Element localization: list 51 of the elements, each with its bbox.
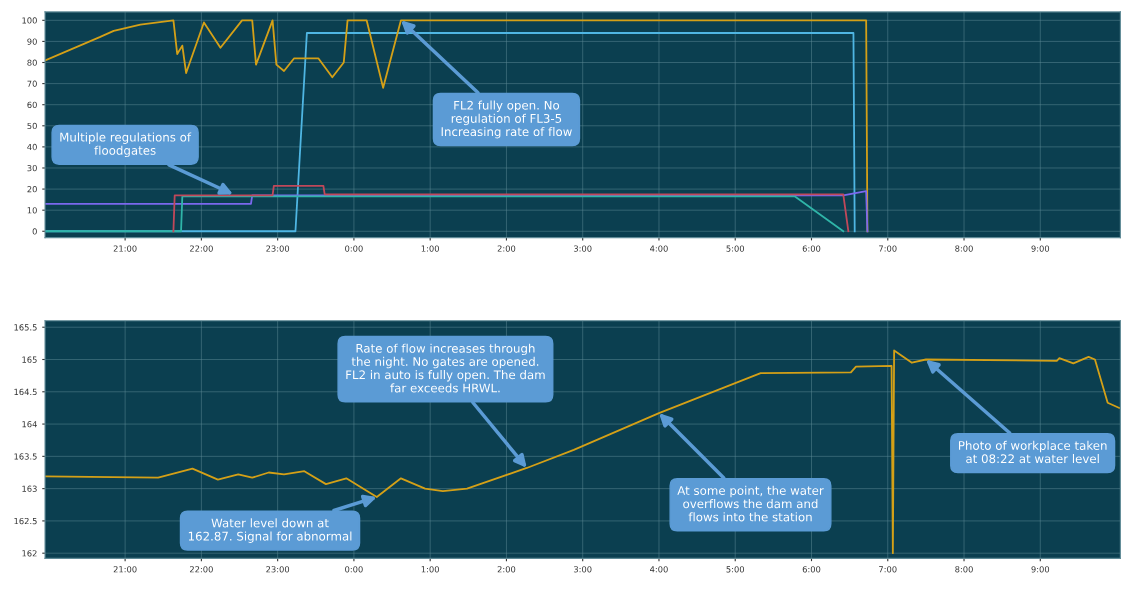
- annotation: Rate of flow increases through the night. No gates are opened. FL2 in auto is fully open. The dam far exceeds HRWL.: [346, 343, 545, 393]
- annotation: Water level down at 162.87. Signal for abnormal: [188, 518, 352, 543]
- y-tick-label: 0: [32, 228, 37, 235]
- x-tick-label: 3:00: [573, 566, 592, 573]
- annotation: FL2 fully open. No regulation of FL3-5 Increasing rate of flow: [441, 100, 572, 139]
- y-tick-label: 164: [22, 421, 37, 428]
- x-tick-label: 4:00: [650, 566, 668, 573]
- y-tick-label: 162.5: [14, 517, 37, 525]
- y-tick-label: 90: [27, 38, 37, 45]
- x-tick-label: 5:00: [726, 245, 745, 252]
- x-tick-label: 7:00: [879, 566, 897, 573]
- x-tick-label: 6:00: [802, 245, 821, 252]
- x-tick-label: 3:00: [573, 245, 592, 252]
- x-tick-label: 5:00: [726, 566, 745, 573]
- x-tick-label: 22:00: [189, 245, 213, 252]
- y-tick-label: 40: [27, 143, 37, 151]
- x-tick-label: 23:00: [266, 245, 290, 252]
- x-tick-label: 1:00: [421, 245, 439, 252]
- x-tick-label: 21:00: [113, 245, 137, 252]
- x-tick-label: 22:00: [189, 566, 213, 573]
- annotation: At some point, the water overflows the dam and flows into the station: [677, 485, 824, 522]
- x-tick-label: 2:00: [497, 245, 516, 252]
- y-tick-label: 20: [27, 186, 37, 193]
- y-tick-label: 163: [22, 485, 37, 492]
- y-tick-label: 50: [27, 122, 37, 130]
- x-tick-label: 2:00: [497, 566, 516, 573]
- x-tick-label: 9:00: [1031, 566, 1050, 573]
- y-tick-label: 165: [22, 356, 37, 363]
- x-tick-label: 6:00: [802, 566, 821, 573]
- y-tick-label: 80: [27, 59, 37, 66]
- x-tick-label: 8:00: [955, 245, 973, 252]
- annotation: Multiple regulations of floodgates: [60, 132, 192, 158]
- x-tick-label: 4:00: [650, 245, 668, 252]
- y-tick-label: 10: [27, 207, 37, 214]
- y-tick-label: 30: [27, 164, 37, 172]
- y-tick-label: 162: [22, 550, 37, 557]
- y-tick-label: 163.5: [14, 453, 37, 460]
- x-tick-label: 8:00: [955, 566, 973, 573]
- y-tick-label: 100: [22, 17, 37, 24]
- x-tick-label: 9:00: [1031, 245, 1050, 252]
- y-tick-label: 70: [27, 80, 37, 87]
- y-tick-label: 60: [27, 101, 37, 108]
- x-tick-label: 0:00: [345, 245, 363, 252]
- x-tick-label: 1:00: [421, 566, 439, 573]
- x-tick-label: 21:00: [113, 566, 137, 573]
- y-tick-label: 164.5: [14, 388, 37, 396]
- x-tick-label: 23:00: [266, 566, 290, 573]
- y-tick-label: 165.5: [14, 324, 37, 331]
- x-tick-label: 7:00: [879, 245, 897, 252]
- annotation: Photo of workplace taken at 08:22 at water level: [958, 440, 1107, 464]
- x-tick-label: 0:00: [345, 566, 363, 573]
